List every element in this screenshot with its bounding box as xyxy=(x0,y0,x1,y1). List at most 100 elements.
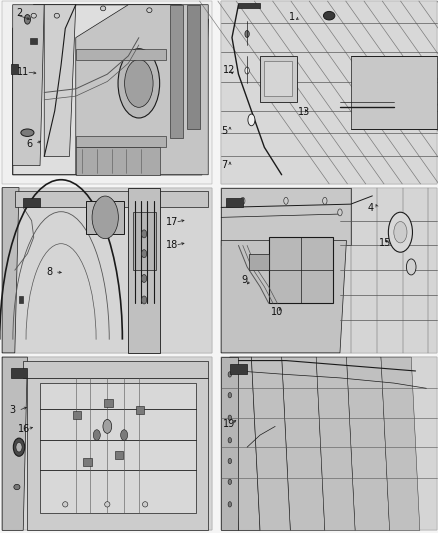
Polygon shape xyxy=(133,212,155,270)
Bar xyxy=(11,63,18,74)
Polygon shape xyxy=(221,1,437,184)
Polygon shape xyxy=(249,254,268,270)
Polygon shape xyxy=(230,357,260,530)
Polygon shape xyxy=(187,5,200,129)
Ellipse shape xyxy=(141,249,147,257)
Ellipse shape xyxy=(406,259,416,275)
Ellipse shape xyxy=(21,129,34,136)
Polygon shape xyxy=(268,237,333,303)
Ellipse shape xyxy=(323,11,335,20)
Text: 13: 13 xyxy=(298,107,310,117)
Polygon shape xyxy=(230,364,247,374)
Polygon shape xyxy=(351,56,437,129)
Ellipse shape xyxy=(103,419,112,433)
Ellipse shape xyxy=(141,296,147,304)
Ellipse shape xyxy=(394,222,407,243)
Text: 4: 4 xyxy=(368,203,374,213)
Polygon shape xyxy=(381,357,420,530)
Bar xyxy=(30,37,37,44)
Ellipse shape xyxy=(284,197,288,204)
Polygon shape xyxy=(2,357,28,530)
Polygon shape xyxy=(11,368,28,378)
Text: 8: 8 xyxy=(46,267,52,277)
Polygon shape xyxy=(76,5,208,175)
Ellipse shape xyxy=(245,67,249,74)
Polygon shape xyxy=(2,188,19,353)
Ellipse shape xyxy=(323,197,327,204)
Bar xyxy=(2,188,212,353)
Bar xyxy=(115,451,124,459)
Ellipse shape xyxy=(240,197,245,204)
Ellipse shape xyxy=(120,430,127,440)
Ellipse shape xyxy=(25,14,31,24)
Ellipse shape xyxy=(389,212,413,252)
Ellipse shape xyxy=(228,502,232,507)
Ellipse shape xyxy=(248,114,255,126)
Text: 15: 15 xyxy=(379,238,391,247)
Polygon shape xyxy=(221,357,437,530)
Bar xyxy=(73,411,81,419)
Ellipse shape xyxy=(228,372,232,377)
Ellipse shape xyxy=(14,484,20,490)
Text: 9: 9 xyxy=(242,275,248,285)
Text: 3: 3 xyxy=(10,406,16,415)
Polygon shape xyxy=(221,357,238,530)
Text: 11: 11 xyxy=(17,67,29,77)
Polygon shape xyxy=(260,56,297,102)
Ellipse shape xyxy=(245,30,249,37)
Ellipse shape xyxy=(228,392,232,398)
Ellipse shape xyxy=(228,438,232,443)
Ellipse shape xyxy=(338,209,342,216)
Ellipse shape xyxy=(228,415,232,421)
Polygon shape xyxy=(76,147,160,175)
Ellipse shape xyxy=(141,274,147,282)
Polygon shape xyxy=(13,5,44,166)
Text: 17: 17 xyxy=(166,217,178,227)
Polygon shape xyxy=(86,201,124,234)
Ellipse shape xyxy=(54,13,60,18)
Ellipse shape xyxy=(228,458,232,464)
Polygon shape xyxy=(221,188,351,245)
Bar xyxy=(19,296,23,303)
Ellipse shape xyxy=(147,8,152,13)
Polygon shape xyxy=(221,188,437,353)
Bar xyxy=(221,1,437,184)
Polygon shape xyxy=(13,5,208,175)
Ellipse shape xyxy=(105,502,110,507)
Ellipse shape xyxy=(118,49,159,118)
Polygon shape xyxy=(15,191,208,207)
Text: 7: 7 xyxy=(221,160,227,170)
Polygon shape xyxy=(23,360,208,378)
Text: 10: 10 xyxy=(271,307,283,317)
Polygon shape xyxy=(40,383,196,513)
Ellipse shape xyxy=(142,502,148,507)
Ellipse shape xyxy=(92,196,118,239)
Bar xyxy=(2,1,212,184)
Polygon shape xyxy=(128,188,160,353)
Text: 19: 19 xyxy=(223,419,235,429)
Polygon shape xyxy=(346,357,390,530)
Bar xyxy=(83,458,92,466)
Polygon shape xyxy=(170,5,183,138)
Polygon shape xyxy=(226,198,243,207)
Ellipse shape xyxy=(31,13,36,18)
Ellipse shape xyxy=(63,502,68,507)
Text: 5: 5 xyxy=(221,126,227,135)
Polygon shape xyxy=(28,378,208,530)
Polygon shape xyxy=(2,188,212,353)
Text: 2: 2 xyxy=(17,9,23,18)
Ellipse shape xyxy=(93,430,100,440)
Polygon shape xyxy=(251,357,290,530)
Bar xyxy=(136,406,145,414)
Polygon shape xyxy=(76,136,166,147)
Text: 18: 18 xyxy=(166,240,178,250)
Polygon shape xyxy=(282,357,325,530)
Polygon shape xyxy=(238,3,260,9)
Text: 1: 1 xyxy=(289,12,295,22)
Text: 6: 6 xyxy=(26,139,32,149)
Bar xyxy=(221,188,437,353)
Bar xyxy=(104,399,113,407)
Polygon shape xyxy=(2,357,212,530)
Polygon shape xyxy=(76,49,166,60)
Polygon shape xyxy=(23,198,40,207)
